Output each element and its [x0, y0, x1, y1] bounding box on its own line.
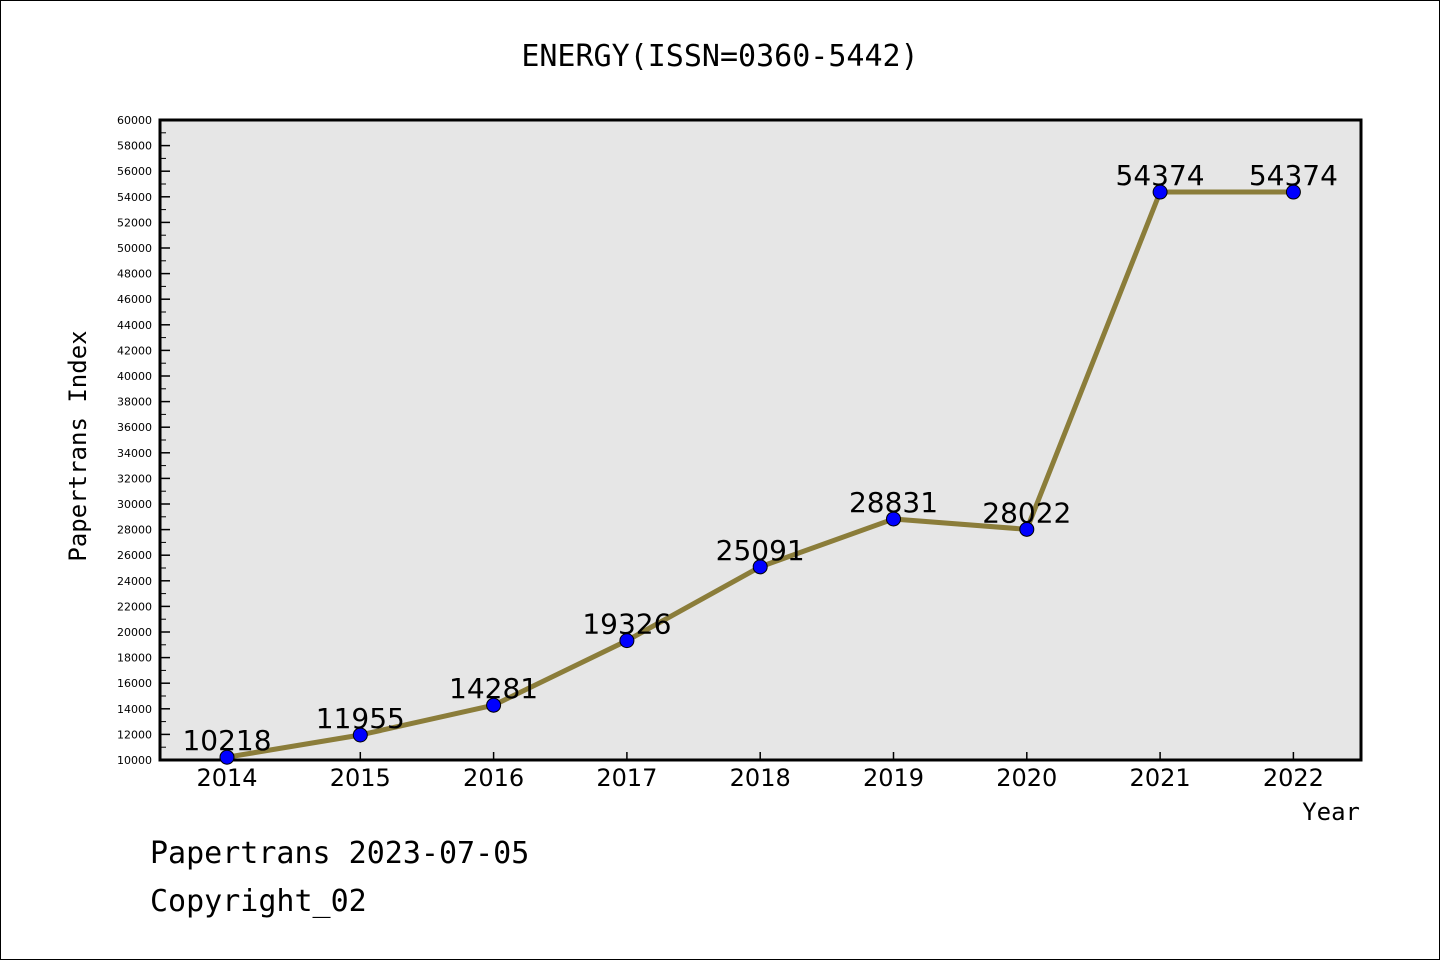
data-point — [752, 559, 768, 575]
x-tick-label: 2020 — [996, 764, 1057, 792]
x-tick-label: 2016 — [463, 764, 524, 792]
y-tick-label: 10000 — [117, 754, 152, 767]
y-tick-label: 24000 — [117, 575, 152, 588]
y-tick-label: 20000 — [117, 626, 152, 639]
series-layer — [219, 184, 1301, 765]
x-axis: 2014 2015 2016 2017 2018 2019 2020 2021 2022 — [196, 752, 1324, 792]
data-label: 28022 — [982, 496, 1071, 529]
y-tick-label: 12000 — [117, 728, 152, 741]
y-tick-label: 46000 — [117, 293, 152, 306]
y-tick-label: 48000 — [117, 268, 152, 281]
y-tick-label: 16000 — [117, 677, 152, 690]
data-label: 25091 — [716, 534, 805, 567]
y-tick-label: 50000 — [117, 242, 152, 255]
x-tick-label: 2015 — [330, 764, 391, 792]
x-tick-label: 2021 — [1130, 764, 1191, 792]
data-point — [619, 633, 635, 649]
data-label: 19326 — [582, 608, 671, 641]
y-tick-label: 30000 — [117, 498, 152, 511]
data-label: 54374 — [1249, 159, 1338, 192]
x-tick-label: 2017 — [596, 764, 657, 792]
y-tick-label: 18000 — [117, 652, 152, 665]
x-tick-label: 2018 — [730, 764, 791, 792]
y-tick-label: 60000 — [117, 114, 152, 127]
footer-copyright: Copyright_02 — [150, 884, 367, 919]
y-tick-label: 32000 — [117, 472, 152, 485]
y-tick-label: 42000 — [117, 344, 152, 357]
y-tick-label: 44000 — [117, 319, 152, 332]
data-point — [1152, 184, 1168, 200]
data-label: 10218 — [182, 724, 271, 757]
y-axis-label: Papertrans Index — [64, 330, 92, 561]
data-point — [1285, 184, 1301, 200]
y-tick-label: 58000 — [117, 140, 152, 153]
y-tick-label: 52000 — [117, 216, 152, 229]
data-point — [219, 749, 235, 765]
y-tick-label: 56000 — [117, 165, 152, 178]
data-label: 11955 — [316, 702, 405, 735]
y-tick-label: 40000 — [117, 370, 152, 383]
chart-title: ENERGY(ISSN=0360-5442) — [521, 39, 918, 74]
data-label: 14281 — [449, 672, 538, 705]
x-tick-label: 2014 — [196, 764, 257, 792]
x-tick-label: 2019 — [863, 764, 924, 792]
y-tick-label: 22000 — [117, 600, 152, 613]
x-axis-label: Year — [1302, 798, 1360, 826]
y-tick-label: 14000 — [117, 703, 152, 716]
data-label: 54374 — [1116, 159, 1205, 192]
data-label: 28831 — [849, 486, 938, 519]
y-tick-label: 28000 — [117, 524, 152, 537]
footer-date: Papertrans 2023-07-05 — [150, 836, 530, 871]
y-axis: 10000 12000 14000 16000 18000 20000 22000 24000… — [117, 114, 170, 767]
y-tick-label: 36000 — [117, 421, 152, 434]
y-tick-label: 26000 — [117, 549, 152, 562]
data-point — [886, 511, 901, 527]
plot-area — [158, 118, 1363, 762]
data-label-layer: 10218 11955 14281 19326 25091 28831 28022 54374… — [182, 159, 1337, 757]
data-point — [352, 727, 368, 743]
data-point — [1019, 521, 1035, 537]
y-tick-label: 38000 — [117, 396, 152, 409]
y-tick-label: 54000 — [117, 191, 152, 204]
data-point — [486, 697, 502, 713]
x-tick-label: 2022 — [1263, 764, 1324, 792]
y-tick-label: 34000 — [117, 447, 152, 460]
